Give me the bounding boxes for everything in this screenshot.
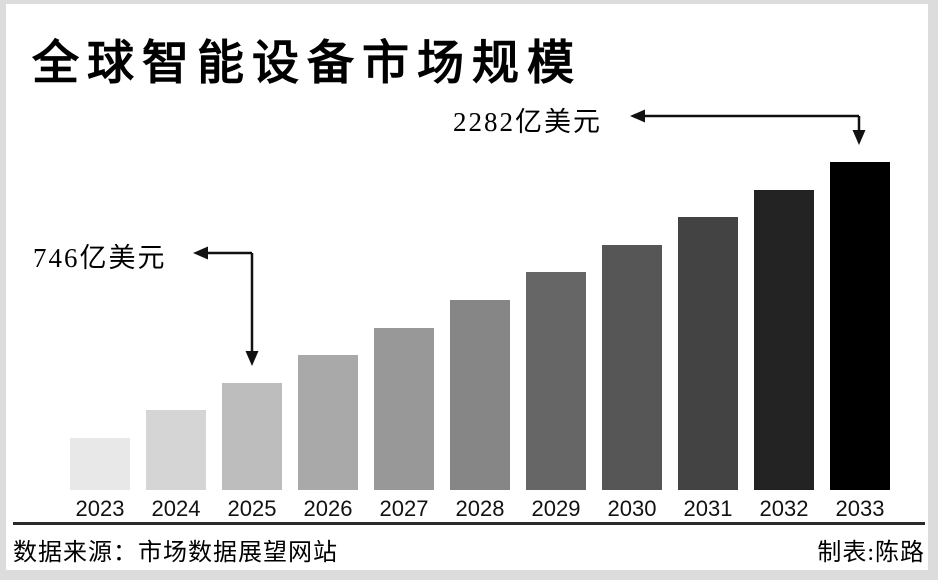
x-tick-2030: 2030 xyxy=(607,496,657,521)
bar-2029 xyxy=(526,272,586,490)
x-tick-2029: 2029 xyxy=(531,496,581,521)
bar-2033 xyxy=(830,162,890,490)
bar-2025 xyxy=(222,383,282,490)
x-tick-2028: 2028 xyxy=(455,496,505,521)
bar-2024 xyxy=(146,410,206,490)
bar-chart: 2023 2024 2025 2026 2027 2028 2029 2030 2031 2032… xyxy=(6,4,928,570)
page-title: 全球智能设备市场规模 xyxy=(32,38,582,90)
x-tick-2025: 2025 xyxy=(227,496,277,521)
data-source-text: 数据来源：市场数据展望网站 xyxy=(13,540,338,566)
x-tick-2023: 2023 xyxy=(75,496,125,521)
bar-2027 xyxy=(374,328,434,490)
x-tick-2024: 2024 xyxy=(151,496,201,521)
bar-2032 xyxy=(754,190,814,490)
annotation-label-2282: 2282亿美元 xyxy=(453,107,602,137)
bar-2031 xyxy=(678,217,738,490)
credit-text: 制表:陈路 xyxy=(817,540,925,566)
bar-2030 xyxy=(602,245,662,490)
bar-2026 xyxy=(298,355,358,490)
footer-divider xyxy=(13,522,925,525)
x-tick-2031: 2031 xyxy=(683,496,733,521)
annotation-label-746: 746亿美元 xyxy=(33,243,167,273)
bar-2023 xyxy=(70,438,130,490)
x-tick-2027: 2027 xyxy=(379,496,429,521)
x-tick-2026: 2026 xyxy=(303,496,353,521)
x-tick-2032: 2032 xyxy=(759,496,809,521)
x-tick-2033: 2033 xyxy=(835,496,885,521)
bar-2028 xyxy=(450,300,510,490)
chart-canvas: 全球智能设备市场规模 2282亿美元 746亿美元 2023 2024 2025 20… xyxy=(6,4,928,570)
